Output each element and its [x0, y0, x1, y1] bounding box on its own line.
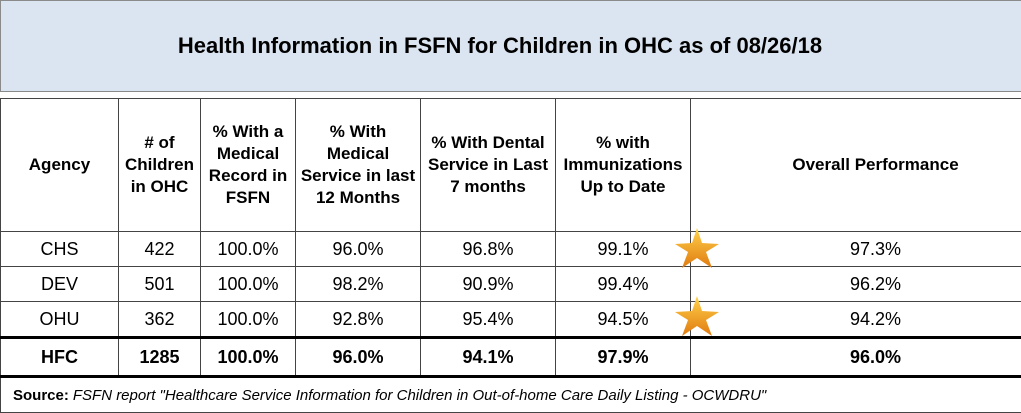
title: Health Information in FSFN for Children …: [0, 0, 1021, 92]
total-cell: HFC: [0, 336, 119, 378]
cell: 422: [118, 231, 201, 267]
header-cell: Overall Performance: [690, 98, 1021, 232]
cell: 94.2%: [690, 301, 1021, 338]
header-cell: % With Medical Service in last 12 Months: [295, 98, 421, 232]
cell: 95.4%: [420, 301, 556, 338]
header-row: Agency # of Children in OHC% With a Medic…: [0, 98, 1021, 232]
cell: 362: [118, 301, 201, 338]
source-text: FSFN report "Healthcare Service Informat…: [72, 386, 767, 404]
cell: 90.9%: [420, 266, 556, 302]
cell: 100.0%: [200, 231, 296, 267]
cell: 99.1%: [555, 231, 691, 267]
source-label: Source:: [13, 386, 69, 404]
row: OHU 362 100.0% 92.8% 95.4% 94.5% 94.2%: [0, 301, 1021, 338]
star: [675, 296, 719, 336]
total-cell: 94.1%: [420, 336, 556, 378]
cell: DEV: [0, 266, 119, 302]
total-cell: 96.0%: [295, 336, 421, 378]
cell: 94.5%: [555, 301, 691, 338]
row: CHS 422 100.0% 96.0% 96.8% 99.1% 97.3%: [0, 231, 1021, 267]
header-cell: Agency: [0, 98, 119, 232]
star: [675, 228, 719, 268]
total-row: HFC 1285 100.0% 96.0% 94.1% 97.9% 96.0%: [0, 336, 1021, 378]
total-cell: 100.0%: [200, 336, 296, 378]
cell: 96.2%: [690, 266, 1021, 302]
cell: CHS: [0, 231, 119, 267]
header-cell: % with Immunizations Up to Date: [555, 98, 691, 232]
cell: 100.0%: [200, 301, 296, 338]
total-cell: 97.9%: [555, 336, 691, 378]
total-cell: 1285: [118, 336, 201, 378]
total-cell: 96.0%: [690, 336, 1021, 378]
cell: 97.3%: [690, 231, 1021, 267]
table: Agency # of Children in OHC% With a Medic…: [0, 98, 1021, 378]
